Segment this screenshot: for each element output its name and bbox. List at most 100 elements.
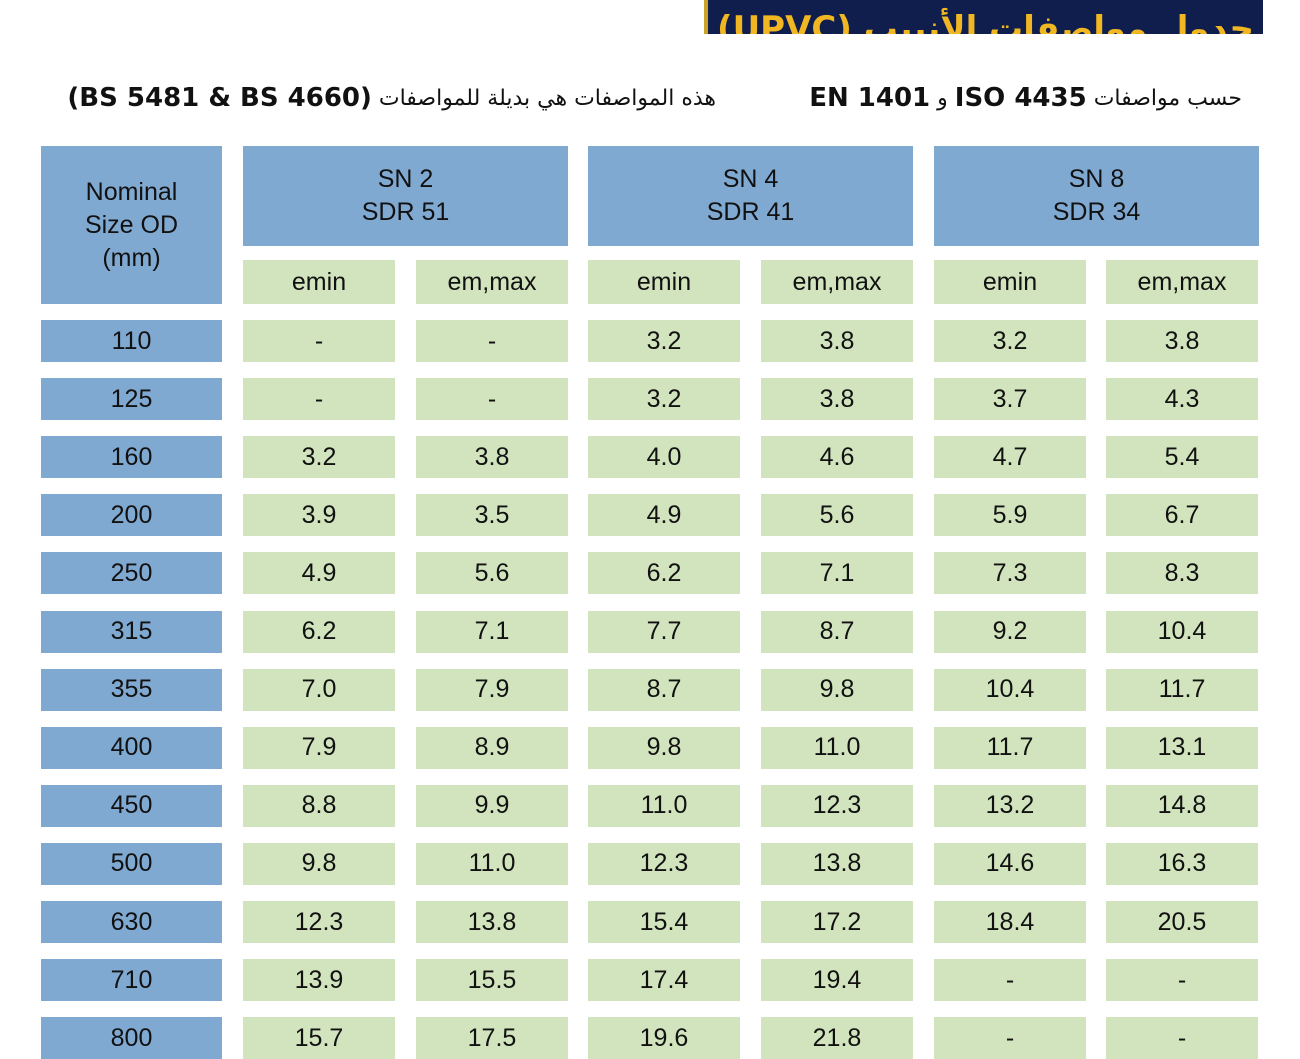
value-cell: - (243, 320, 395, 362)
value-cell: 3.8 (761, 320, 913, 362)
standard-prefix: حسب مواصفات (1093, 85, 1242, 111)
standard-note-left: هذه المواصفات هي بديلة للمواصفات (BS 548… (44, 80, 716, 116)
value-cell: 11.7 (1106, 668, 1258, 711)
value-cell: 14.6 (934, 842, 1086, 885)
row-size-cell: 400 (41, 726, 222, 769)
value-cell: 12.3 (588, 842, 740, 885)
row-size-cell: 315 (41, 610, 222, 653)
value-cell: 12.3 (761, 784, 913, 827)
row-size-cell: 200 (41, 494, 222, 537)
value-cell: 13.8 (761, 842, 913, 885)
value-cell: 4.6 (761, 436, 913, 479)
value-cell: 7.7 (588, 610, 740, 653)
value-cell: 13.9 (243, 959, 395, 1002)
row-size-cell: 630 (41, 901, 222, 943)
nominal-size-header-line: (mm) (102, 243, 161, 272)
value-cell: 11.7 (934, 726, 1086, 769)
value-cell: 18.4 (934, 901, 1086, 943)
value-cell: 15.4 (588, 901, 740, 943)
group-header: SN 2 SDR 51 (243, 146, 568, 246)
replacement-codes: (BS 5481 & BS 4660) (67, 83, 372, 113)
nominal-size-header: Nominal Size OD (mm) (41, 146, 222, 304)
value-cell: 11.0 (416, 842, 568, 885)
value-cell: - (934, 1017, 1086, 1059)
value-cell: 3.8 (761, 378, 913, 421)
column-subheader: em,max (761, 260, 913, 304)
value-cell: 19.4 (761, 959, 913, 1002)
value-cell: 3.2 (588, 378, 740, 421)
value-cell: 5.4 (1106, 436, 1258, 479)
value-cell: - (1106, 1017, 1258, 1059)
value-cell: 3.2 (588, 320, 740, 362)
value-cell: 7.3 (934, 552, 1086, 595)
value-cell: 21.8 (761, 1017, 913, 1059)
value-cell: 6.2 (588, 552, 740, 595)
value-cell: 4.0 (588, 436, 740, 479)
value-cell: - (934, 959, 1086, 1002)
column-subheader: emin (588, 260, 740, 304)
group-header-sdr: SDR 51 (361, 198, 450, 226)
value-cell: 9.9 (416, 784, 568, 827)
value-cell: 11.0 (588, 784, 740, 827)
value-cell: 4.3 (1106, 378, 1258, 421)
value-cell: 15.5 (416, 959, 568, 1002)
value-cell: 8.3 (1106, 552, 1258, 595)
group-header-sn: SN 4 (722, 165, 779, 193)
value-cell: - (243, 378, 395, 421)
nominal-size-header-line: Size OD (84, 210, 179, 239)
value-cell: 8.7 (761, 610, 913, 653)
value-cell: 3.2 (243, 436, 395, 479)
value-cell: 9.2 (934, 610, 1086, 653)
standard-iso: ISO 4435 (954, 83, 1087, 113)
value-cell: - (416, 378, 568, 421)
standard-and: و (937, 85, 948, 111)
value-cell: 5.6 (416, 552, 568, 595)
value-cell: 20.5 (1106, 901, 1258, 943)
standard-note-right: حسب مواصفات ISO 4435 و EN 1401 (790, 80, 1242, 116)
value-cell: 13.8 (416, 901, 568, 943)
value-cell: 13.1 (1106, 726, 1258, 769)
value-cell: 9.8 (761, 668, 913, 711)
value-cell: 9.8 (588, 726, 740, 769)
value-cell: 8.8 (243, 784, 395, 827)
value-cell: - (416, 320, 568, 362)
value-cell: 16.3 (1106, 842, 1258, 885)
value-cell: 10.4 (934, 668, 1086, 711)
column-subheader: em,max (416, 260, 568, 304)
value-cell: 15.7 (243, 1017, 395, 1059)
nominal-size-header-line: Nominal (85, 177, 178, 206)
group-header-sn: SN 2 (377, 165, 434, 193)
value-cell: 8.7 (588, 668, 740, 711)
value-cell: 3.7 (934, 378, 1086, 421)
value-cell: 6.7 (1106, 494, 1258, 537)
title-banner: جدول مواصفات الأنبيب (UPVC) (704, 0, 1263, 34)
value-cell: 5.6 (761, 494, 913, 537)
value-cell: 6.2 (243, 610, 395, 653)
value-cell: 11.0 (761, 726, 913, 769)
value-cell: 3.8 (416, 436, 568, 479)
value-cell: 5.9 (934, 494, 1086, 537)
value-cell: 4.7 (934, 436, 1086, 479)
row-size-cell: 710 (41, 959, 222, 1002)
value-cell: 4.9 (243, 552, 395, 595)
value-cell: 14.8 (1106, 784, 1258, 827)
group-header-sdr: SDR 34 (1052, 198, 1141, 226)
group-header-sdr: SDR 41 (706, 198, 795, 226)
value-cell: - (1106, 959, 1258, 1002)
column-subheader: emin (934, 260, 1086, 304)
row-size-cell: 125 (41, 378, 222, 421)
group-header: SN 8 SDR 34 (934, 146, 1259, 246)
value-cell: 9.8 (243, 842, 395, 885)
value-cell: 17.5 (416, 1017, 568, 1059)
replacement-prefix: هذه المواصفات هي بديلة للمواصفات (378, 85, 716, 111)
value-cell: 7.9 (243, 726, 395, 769)
value-cell: 7.9 (416, 668, 568, 711)
value-cell: 7.1 (761, 552, 913, 595)
value-cell: 19.6 (588, 1017, 740, 1059)
group-header: SN 4 SDR 41 (588, 146, 913, 246)
value-cell: 3.5 (416, 494, 568, 537)
value-cell: 17.2 (761, 901, 913, 943)
value-cell: 7.0 (243, 668, 395, 711)
column-subheader: em,max (1106, 260, 1258, 304)
value-cell: 3.9 (243, 494, 395, 537)
